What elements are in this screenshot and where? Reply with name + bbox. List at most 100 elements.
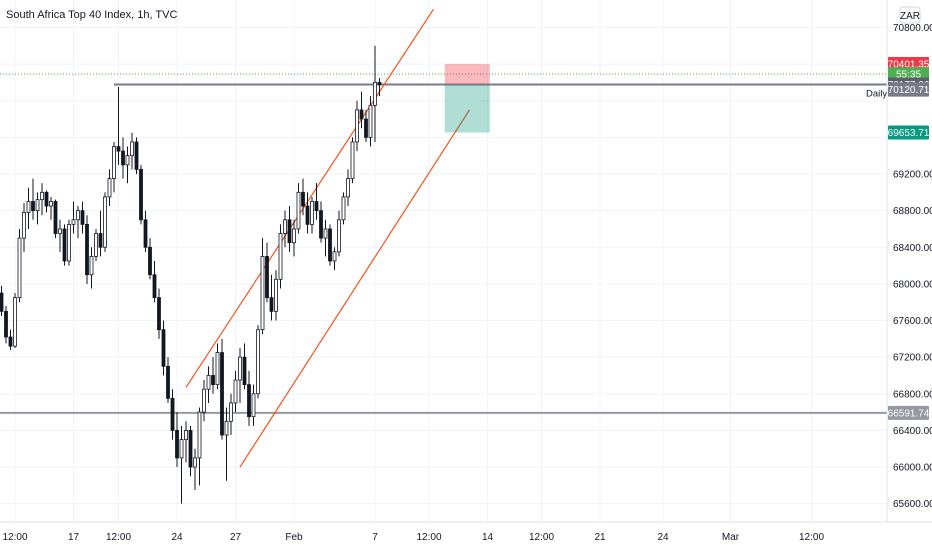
- candle: [283, 210, 287, 248]
- candle: [85, 215, 89, 284]
- x-tick-label: 12:00: [416, 532, 441, 543]
- candle-body: [287, 219, 292, 244]
- price-tag: 69653.71: [888, 125, 930, 140]
- candle-body: [242, 356, 247, 386]
- grid: [0, 0, 887, 522]
- candle-body: [98, 233, 103, 248]
- candle-body: [94, 233, 98, 257]
- candle: [373, 45, 377, 142]
- y-tick-label: 66000.00: [893, 463, 932, 474]
- candle-body: [377, 82, 382, 85]
- candle: [49, 196, 53, 220]
- candle: [337, 210, 341, 257]
- candle: [278, 224, 283, 289]
- candle: [116, 87, 121, 165]
- candle: [175, 412, 179, 468]
- candle-body: [139, 169, 143, 221]
- candle-body: [130, 141, 134, 157]
- x-tick-label: Mar: [722, 532, 740, 543]
- candle: [170, 389, 175, 440]
- candle: [8, 329, 13, 350]
- candle: [323, 219, 328, 257]
- candle: [67, 219, 71, 266]
- candle-body: [103, 196, 107, 248]
- candle: [202, 380, 206, 422]
- candle: [229, 393, 233, 435]
- candle-body: [44, 191, 49, 207]
- price-tag-label: 70120.71: [888, 85, 930, 96]
- take-profit-zone[interactable]: [444, 84, 490, 133]
- parallel-channel[interactable]: [185, 8, 471, 468]
- candle-body: [283, 219, 287, 234]
- candle-body: [134, 141, 139, 170]
- candle: [368, 96, 373, 147]
- candle-body: [197, 411, 202, 459]
- candle-body: [332, 251, 337, 262]
- candle-body: [260, 256, 265, 331]
- price-tag: 70120.71: [888, 82, 930, 97]
- candle: [26, 187, 31, 229]
- candle-body: [67, 223, 71, 262]
- candle-body: [175, 430, 179, 459]
- x-tick-label: 17: [68, 532, 80, 543]
- time-axis[interactable]: 12:00 17 12:00 24 27 Feb 7 12:00 14 12:00 21 24 Mar 1…: [0, 521, 932, 543]
- candle: [143, 210, 148, 252]
- candle-body: [314, 201, 319, 212]
- x-tick-label: 24: [171, 532, 183, 543]
- candle-body: [350, 141, 355, 179]
- candle: [58, 219, 62, 252]
- price-axis[interactable]: ZAR 65600.00 66000.00 66400.00 66800.00 6720…: [886, 0, 932, 522]
- y-tick-label: 70800.00: [893, 23, 932, 34]
- candle: [184, 421, 188, 463]
- candle: [314, 183, 319, 220]
- candle-body: [26, 201, 31, 213]
- x-tick-label: 14: [482, 532, 494, 543]
- candle: [76, 206, 80, 239]
- candle-body: [368, 104, 373, 138]
- channel-upper-line[interactable]: [185, 8, 435, 388]
- candle: [157, 288, 161, 339]
- candle-body: [85, 223, 89, 276]
- candle-body: [166, 365, 170, 399]
- channel-lower-line[interactable]: [239, 109, 471, 468]
- candle: [359, 91, 364, 129]
- candle-body: [319, 210, 323, 239]
- candle: [274, 270, 278, 321]
- short-position-tool[interactable]: [444, 63, 490, 133]
- candle-body: [0, 292, 4, 312]
- candle-body: [247, 384, 251, 418]
- candle: [260, 238, 265, 335]
- candle: [211, 357, 215, 394]
- candle-body: [269, 297, 274, 312]
- stop-loss-zone[interactable]: [444, 63, 490, 85]
- x-tick-label: 12:00: [529, 532, 554, 543]
- x-tick-label: Feb: [285, 532, 303, 543]
- price-tag-label: 69653.71: [888, 128, 930, 139]
- horizontal-lines: Daily: [0, 73, 887, 414]
- chart-title: South Africa Top 40 Index, 1h, TVC: [6, 9, 177, 21]
- candle: [161, 320, 166, 376]
- candle: [121, 137, 125, 179]
- candle-body: [152, 274, 157, 299]
- candle: [107, 169, 112, 207]
- candle-body: [8, 336, 13, 347]
- currency-button[interactable]: [899, 6, 921, 24]
- candle: [233, 370, 238, 413]
- candle-body: [53, 201, 58, 234]
- candle-body: [346, 178, 350, 198]
- candle: [40, 183, 44, 216]
- y-tick-label: 65600.00: [893, 499, 932, 510]
- candle: [17, 228, 22, 303]
- price-tag-label: 66591.74: [888, 408, 930, 419]
- candle: [139, 164, 143, 225]
- candle-body: [364, 118, 368, 138]
- candle: [53, 199, 58, 239]
- candle-body: [256, 329, 260, 395]
- candle: [179, 425, 184, 504]
- candle: [292, 219, 296, 257]
- candle-body: [355, 109, 359, 143]
- candle-body: [17, 237, 22, 299]
- candle-body: [125, 155, 130, 166]
- x-tick-label: 7: [372, 532, 378, 543]
